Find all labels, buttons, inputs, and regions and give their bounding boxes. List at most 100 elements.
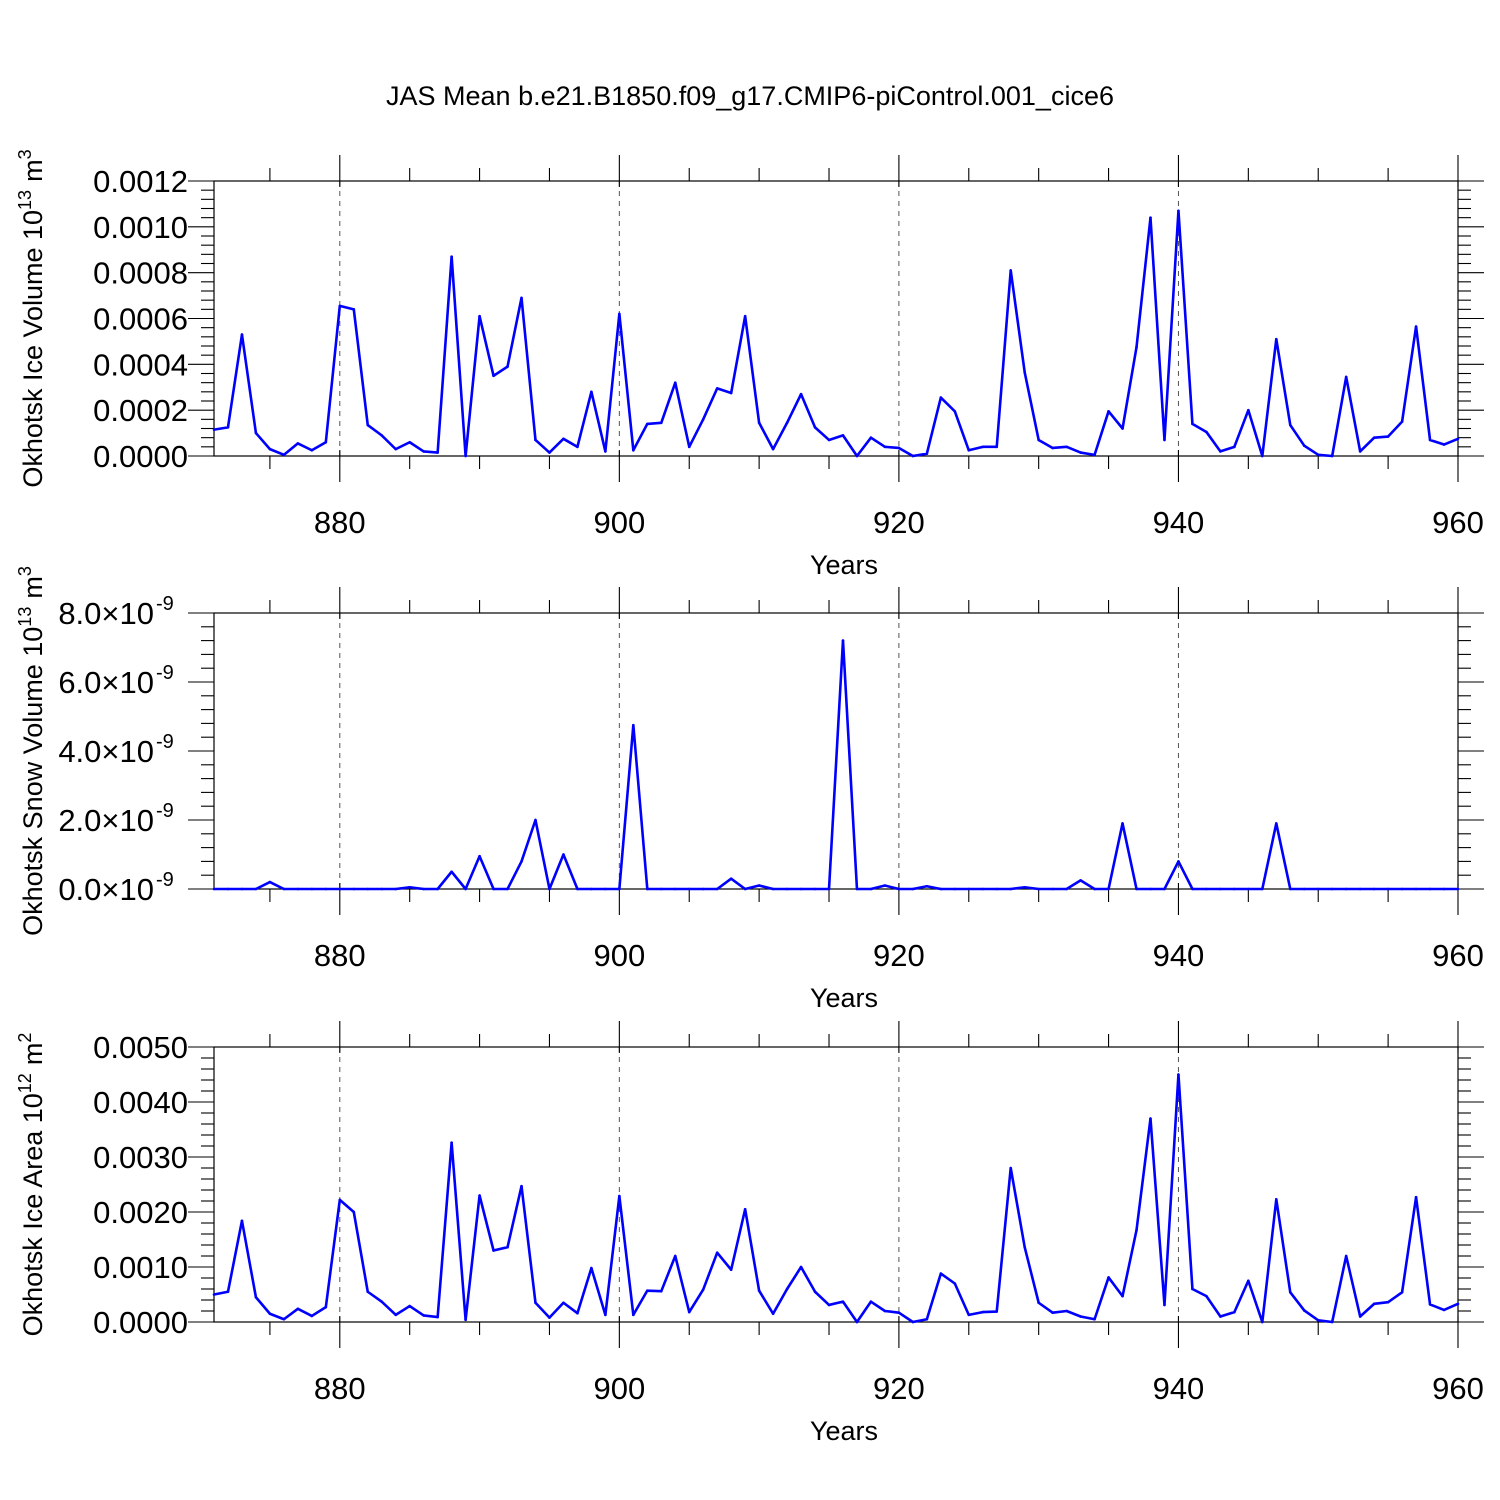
panel-1-ylabel-unit-sup: 3 (15, 566, 35, 576)
panel-1-point-1 (226, 887, 230, 891)
panel-snow-volume: 0.0×10 -92.0×10 -94.0×10 -96.0×10 -98.0×10 -9… (15, 566, 1484, 1013)
panel-0-point-83 (1372, 436, 1376, 439)
panel-0-point-72 (1219, 450, 1222, 453)
panel-0-point-7 (310, 448, 314, 452)
panel-2-point-23 (534, 1301, 537, 1305)
panel-2-point-7 (310, 1314, 314, 1318)
panel-0-point-87 (1428, 438, 1432, 442)
panel-0-point-19 (478, 314, 481, 318)
panel-0-point-11 (366, 423, 370, 427)
panel-0-point-0 (212, 428, 216, 431)
panel-2-point-87 (1428, 1303, 1432, 1306)
panel-1-point-88 (1442, 887, 1446, 891)
panel-1-point-25 (562, 853, 565, 856)
panel-0-point-76 (1274, 337, 1278, 341)
panel-0-point-18 (464, 454, 467, 458)
panel-2-point-24 (548, 1316, 551, 1319)
panel-1-ytick-label-2: 4.0×10 (58, 734, 154, 769)
panel-1-ytick-exp-3: -9 (156, 662, 174, 684)
panel-1-point-10 (352, 887, 356, 891)
panel-1-point-76 (1274, 822, 1278, 825)
panel-2-point-30 (632, 1313, 635, 1317)
panel-0-point-50 (911, 454, 915, 458)
panel-0-point-34 (687, 445, 691, 449)
panel-0-point-41 (785, 421, 789, 425)
panel-1-point-79 (1316, 887, 1320, 891)
panel-2-point-88 (1442, 1308, 1446, 1312)
panel-1-point-4 (268, 880, 272, 884)
panel-1-point-39 (757, 884, 761, 887)
panel-1-ytick-label-3: 6.0×10 (58, 665, 154, 700)
panel-2-ylabel-base: Okhotsk Ice Area 10 (18, 1093, 48, 1336)
panel-2-point-84 (1386, 1300, 1390, 1304)
panel-1-ylabel: Okhotsk Snow Volume 1013 m3 (15, 566, 48, 936)
panel-0-point-49 (897, 446, 901, 450)
panel-0-ylabel-unit-sup: 3 (15, 149, 35, 159)
panel-0-point-33 (673, 381, 677, 384)
panel-1-point-64 (1107, 887, 1110, 891)
panel-0-point-67 (1149, 216, 1152, 219)
panel-2-point-29 (618, 1194, 621, 1198)
panel-2-point-47 (869, 1300, 873, 1303)
panel-2-point-45 (841, 1300, 845, 1303)
panel-2-ytick-label-3: 0.0030 (93, 1140, 188, 1175)
panel-0-point-57 (1009, 269, 1013, 272)
panel-1-point-84 (1386, 887, 1390, 891)
panel-1-point-35 (701, 887, 705, 891)
panel-2-point-81 (1344, 1254, 1348, 1258)
panel-2-point-41 (785, 1287, 789, 1291)
panel-0-point-54 (967, 448, 971, 452)
panel-0-point-65 (1121, 427, 1124, 430)
panel-1-point-41 (785, 887, 789, 891)
panel-0-point-21 (506, 365, 509, 368)
panel-1-point-46 (855, 887, 859, 891)
panel-0-point-3 (254, 431, 258, 435)
panel-1-point-48 (883, 884, 887, 887)
panel-1-point-62 (1079, 879, 1082, 882)
panel-0-point-84 (1386, 435, 1390, 438)
panel-2-point-35 (701, 1288, 705, 1291)
panel-0-point-5 (282, 453, 286, 457)
panel-2-point-56 (995, 1310, 999, 1313)
panel-0-point-66 (1135, 345, 1138, 349)
panel-2-point-36 (715, 1251, 719, 1254)
panel-0-point-46 (855, 454, 859, 458)
panel-2-point-0 (212, 1293, 216, 1296)
panel-2-point-43 (813, 1290, 817, 1294)
panel-0-point-4 (268, 447, 272, 451)
panel-1-ytick-exp-1: -9 (156, 800, 174, 822)
panel-0-point-30 (632, 448, 635, 452)
panel-1-point-30 (632, 723, 635, 727)
panel-2-point-46 (855, 1320, 859, 1324)
panel-0-point-43 (813, 426, 817, 429)
panel-1-ytick-label-4: 8.0×10 (58, 596, 154, 631)
panel-1-xtick-label-4: 960 (1432, 938, 1484, 973)
panel-0-point-88 (1442, 443, 1446, 446)
panel-1-point-60 (1051, 887, 1054, 891)
panel-1-ylabel-base: Okhotsk Snow Volume 10 (18, 627, 48, 936)
panel-0-point-79 (1316, 453, 1320, 457)
panel-2-point-21 (506, 1245, 509, 1249)
panel-2-point-2 (240, 1219, 244, 1223)
panel-1-point-7 (310, 887, 314, 891)
panel-1-point-5 (282, 887, 286, 891)
panel-0-frame (213, 180, 1459, 457)
panel-0-point-1 (226, 426, 230, 429)
panel-0-point-22 (520, 296, 523, 300)
panel-2-point-70 (1191, 1287, 1194, 1291)
panel-2-point-3 (254, 1295, 258, 1299)
panel-0-point-58 (1023, 371, 1026, 374)
panel-1-ylabel-unit: m (18, 576, 48, 599)
panel-1-point-21 (506, 887, 509, 891)
panel-1-point-42 (799, 887, 803, 891)
panel-1-point-36 (715, 887, 719, 891)
panel-2-xtick-label-2: 920 (873, 1371, 925, 1406)
panel-1-point-8 (324, 887, 328, 891)
panel-ice-volume: 0.0000 0.0002 0.0004 0.0006 0.0008 0.0010 0.00… (15, 149, 1484, 580)
panel-2-point-5 (282, 1317, 286, 1321)
panel-1-point-13 (394, 887, 398, 891)
panel-0-point-55 (981, 445, 985, 449)
panel-1-point-40 (771, 887, 775, 891)
panel-2-point-16 (436, 1315, 439, 1319)
panel-1-xtick-label-2: 920 (873, 938, 925, 973)
